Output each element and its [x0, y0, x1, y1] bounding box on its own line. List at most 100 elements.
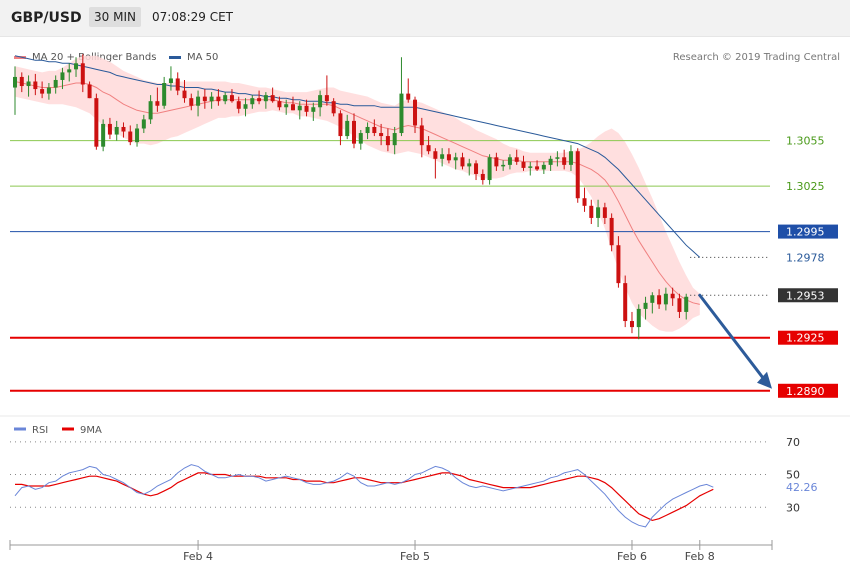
candle-body: [223, 95, 228, 102]
candle: [250, 95, 255, 109]
projection-arrow-shaft: [698, 293, 768, 384]
candle-body: [392, 133, 397, 146]
candle-body: [270, 95, 275, 102]
candle-body: [528, 166, 533, 168]
candle-body: [657, 295, 662, 305]
candle-body: [216, 96, 221, 102]
candle-body: [277, 101, 282, 108]
candle-body: [135, 128, 140, 143]
candle-body: [440, 154, 445, 159]
candle-body: [575, 151, 580, 199]
candle-body: [19, 76, 24, 87]
candle-body: [33, 81, 38, 90]
candle: [331, 98, 336, 117]
price-label-1.3025: 1.3025: [786, 180, 825, 193]
candle-body: [284, 104, 289, 108]
price-label-bg: [778, 330, 838, 345]
candle: [663, 287, 668, 311]
candle-body: [501, 164, 506, 167]
candle: [684, 293, 689, 320]
candle-body: [467, 163, 472, 167]
credit-label: Research © 2019 Trading Central: [672, 52, 840, 63]
candle: [372, 119, 377, 137]
candle: [148, 95, 153, 124]
candle-body: [243, 104, 248, 109]
symbol-label: GBP/USD: [11, 10, 82, 26]
candle-body: [209, 96, 214, 102]
candle: [677, 293, 682, 318]
candle: [535, 160, 540, 171]
candle-body: [311, 107, 316, 112]
candle-body: [229, 95, 234, 102]
candle-body: [474, 163, 479, 174]
candle-body: [413, 99, 418, 126]
candle-body: [535, 166, 540, 170]
candles: [13, 54, 689, 340]
timeframe-button[interactable]: 30 MIN: [89, 7, 141, 27]
candle: [474, 160, 479, 181]
candle-body: [114, 126, 119, 135]
candle: [494, 152, 499, 171]
candle: [216, 89, 221, 106]
candle: [453, 152, 458, 170]
horizontal-levels: [10, 140, 770, 392]
candle-body: [257, 98, 262, 102]
candle: [107, 117, 112, 140]
price-label-text: 1.2890: [786, 385, 825, 398]
candle: [263, 92, 268, 109]
candle-body: [318, 95, 323, 108]
ma20-line: [14, 81, 700, 305]
rsi-tick-50: 50: [786, 469, 800, 482]
moving-averages: [14, 55, 701, 305]
candle: [629, 311, 634, 334]
candle: [257, 90, 262, 105]
candle-body: [406, 93, 411, 100]
price-label-text: 1.2995: [786, 226, 825, 239]
time-tick-label: Feb 6: [617, 550, 647, 563]
time-label: 07:08:29 CET: [152, 10, 233, 24]
candle: [392, 126, 397, 155]
ma50-line: [14, 55, 701, 258]
candle: [168, 66, 173, 91]
candle-body: [263, 95, 268, 102]
candle-body: [636, 308, 641, 328]
candle-body: [596, 207, 601, 218]
candle: [609, 213, 614, 252]
candle: [270, 87, 275, 103]
candle-body: [74, 63, 79, 70]
candle: [189, 93, 194, 111]
price-label-text: 1.2953: [786, 289, 825, 302]
candle: [650, 292, 655, 314]
rsi-current-label: 42.26: [786, 481, 818, 494]
ma9-legend-label: 9MA: [80, 425, 102, 436]
candle: [311, 102, 316, 121]
ma50-label: MA 50: [187, 52, 219, 63]
candle: [223, 92, 228, 105]
candle-body: [494, 157, 499, 167]
rsi-panel: RSI 9MA 70 50 30 42.26: [0, 415, 850, 528]
price-label-1.2995: 1.2995: [778, 224, 838, 239]
candle: [53, 75, 58, 94]
price-label-1.3055: 1.3055: [786, 135, 825, 148]
candle-body: [189, 98, 194, 106]
candle-body: [602, 207, 607, 218]
candle-body: [67, 69, 72, 73]
candle: [128, 125, 133, 146]
candle-body: [365, 126, 370, 134]
candle: [548, 155, 553, 171]
candle: [46, 83, 51, 100]
price-labels: 1.3055 1.3025 1.2995 1.2978 1.2953 1.2925 1.28…: [778, 135, 838, 398]
candle-body: [202, 96, 207, 102]
candle-body: [453, 157, 458, 161]
price-label-1.2890: 1.2890: [778, 383, 838, 398]
candle: [460, 152, 465, 170]
time-axis: Feb 4 Feb 5 Feb 6 Feb 8: [9, 540, 773, 563]
candle: [182, 79, 187, 103]
candle: [67, 63, 72, 82]
candle-body: [250, 98, 255, 105]
candle-body: [582, 198, 587, 206]
candle: [297, 101, 302, 120]
projection-arrow-head: [757, 371, 772, 389]
candle-body: [385, 136, 390, 146]
